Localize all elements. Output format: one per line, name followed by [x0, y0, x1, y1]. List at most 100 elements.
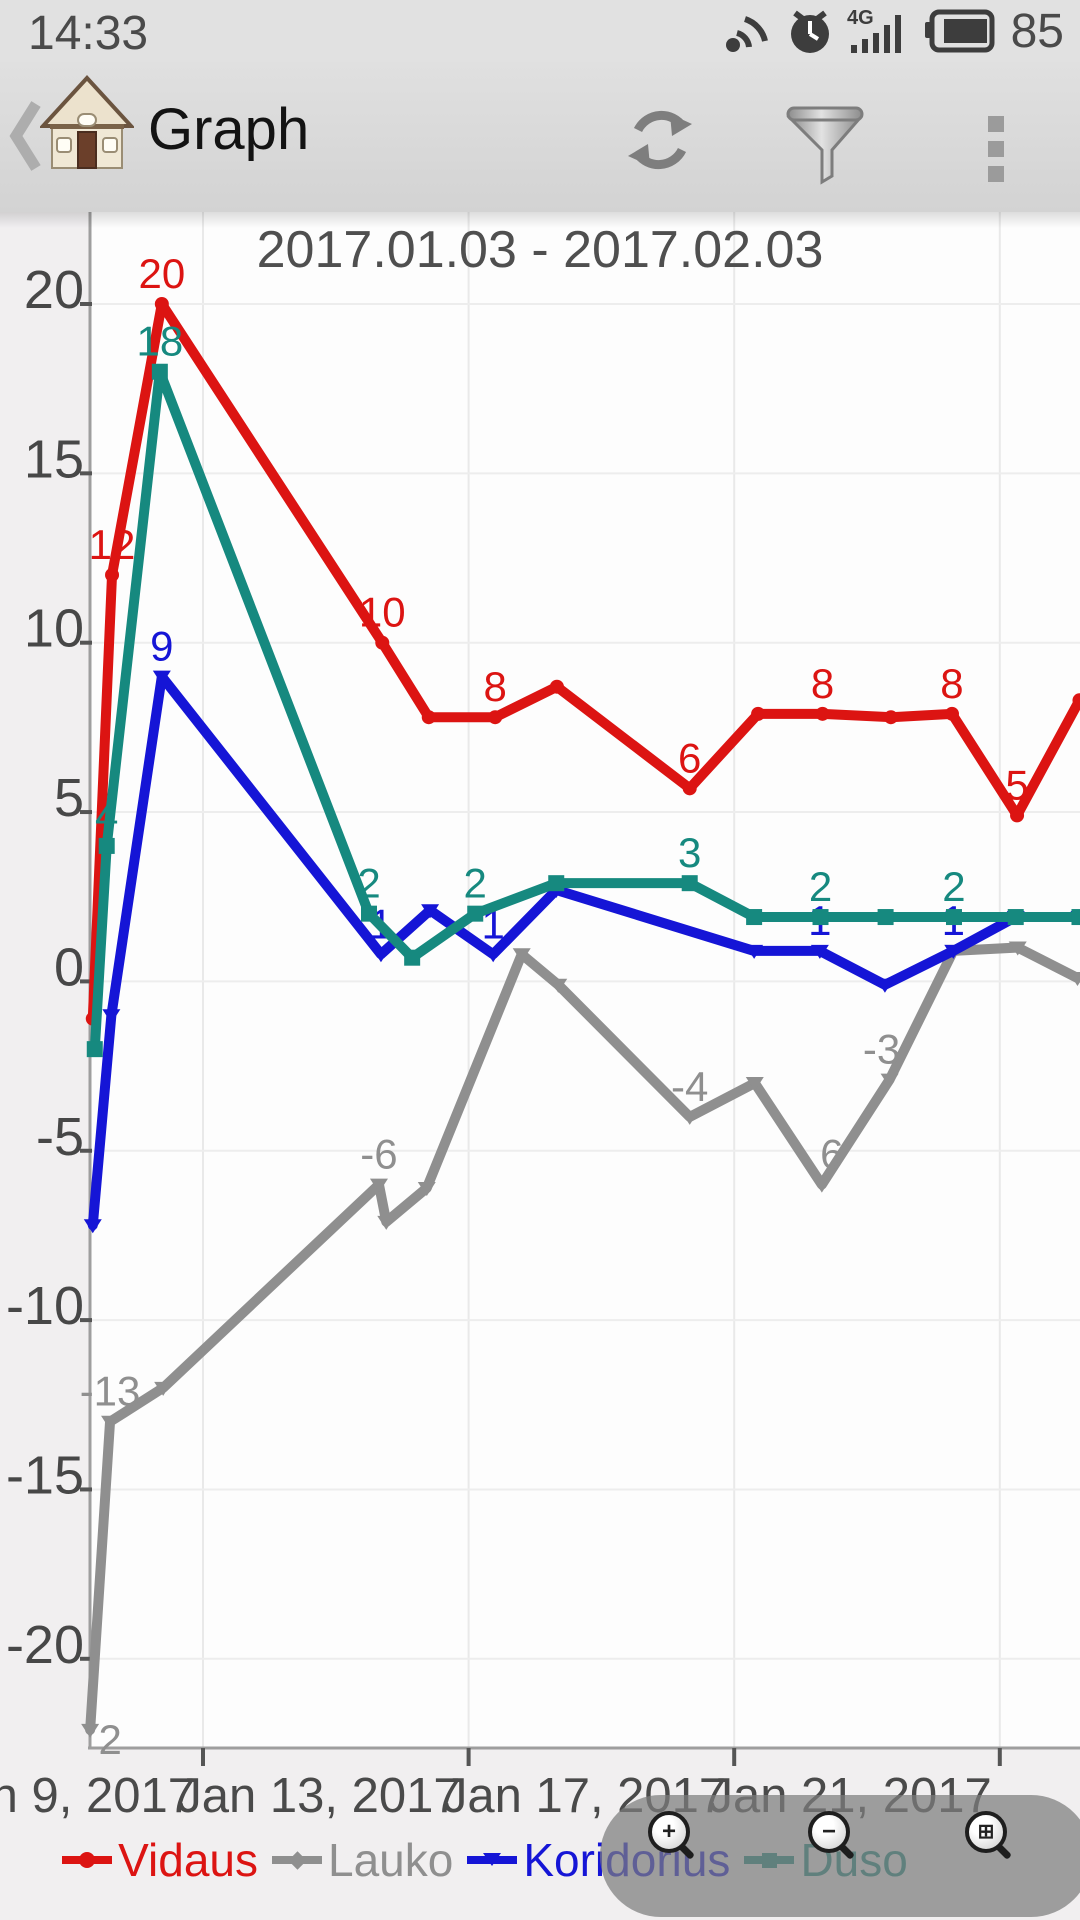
data-point — [745, 944, 764, 959]
zoom-fit-button[interactable]: ⊞ — [965, 1811, 1012, 1860]
data-point — [154, 1381, 173, 1396]
legend-marker-koridorius — [467, 1851, 518, 1869]
data-point — [105, 567, 120, 582]
data-point — [680, 1110, 699, 1125]
data-point-label: 2 — [942, 863, 965, 910]
data-point — [549, 978, 568, 993]
data-point — [944, 944, 963, 959]
y-axis-label: 10 — [24, 599, 84, 659]
x-axis-label: Jan 13, 2017 — [177, 1769, 460, 1823]
data-point — [1007, 909, 1024, 926]
data-point — [944, 706, 959, 721]
data-point-label: -6 — [360, 1131, 397, 1178]
data-point — [154, 297, 169, 311]
data-point — [512, 948, 531, 963]
data-point-label: 3 — [678, 829, 701, 876]
zoom-in-button[interactable]: + — [648, 1811, 695, 1860]
gridlines — [90, 212, 1080, 1748]
data-point — [751, 706, 766, 721]
data-point — [421, 904, 440, 919]
data-point — [877, 909, 894, 926]
app-bar: Graph — [0, 62, 1080, 212]
network-type: 4G — [847, 7, 874, 29]
data-point — [682, 781, 697, 796]
data-point — [1008, 941, 1027, 956]
data-point — [86, 1041, 103, 1058]
data-point — [83, 1219, 102, 1234]
x-axis-label: Jan 9, 2017 — [0, 1769, 195, 1823]
series-lauko: 2 -13 -6 -4 6 -3 — [80, 941, 1080, 1763]
data-point-label: 4 — [95, 792, 118, 839]
data-point — [102, 1009, 121, 1024]
chart-title: 2017.01.03 - 2017.02.03 — [257, 221, 824, 279]
data-point-label: 8 — [811, 660, 834, 707]
data-point-label: 2 — [98, 1716, 121, 1763]
series-duso: 4 18 2 2 3 2 2 — [86, 318, 1080, 1058]
data-point — [371, 948, 390, 963]
data-point — [101, 1415, 120, 1430]
series-line-duso — [89, 366, 1080, 1055]
data-point — [369, 1178, 388, 1193]
data-point — [875, 978, 894, 993]
legend-item-lauko: Lauko — [272, 1833, 453, 1887]
data-point-label: 2 — [809, 863, 832, 910]
app-bar-shadow — [0, 212, 1080, 228]
home-icon — [40, 75, 134, 169]
signal-4g-icon: 4G — [847, 7, 901, 53]
data-point — [152, 670, 171, 685]
data-point-label: 6 — [820, 1131, 843, 1178]
back-button[interactable] — [8, 98, 44, 174]
data-point-label: 8 — [483, 663, 506, 710]
data-point — [945, 909, 962, 926]
data-point — [377, 1215, 396, 1230]
data-point — [1072, 693, 1080, 708]
filter-button[interactable] — [782, 104, 868, 186]
data-point-label: 6 — [678, 734, 701, 781]
data-point — [812, 1178, 831, 1193]
data-point — [488, 710, 503, 725]
chart-plot-area[interactable] — [90, 212, 1080, 1748]
data-point — [812, 909, 829, 926]
y-axis-label: -20 — [6, 1615, 84, 1675]
refresh-button[interactable] — [622, 102, 698, 178]
data-point-label: 2 — [357, 860, 380, 907]
data-point — [745, 1077, 764, 1092]
series-line-vidaus — [87, 299, 1080, 1024]
data-point — [81, 1723, 100, 1738]
data-point-label: -3 — [863, 1026, 900, 1073]
y-axis-label: -10 — [6, 1276, 84, 1336]
data-point-label: 10 — [359, 589, 406, 636]
data-point — [361, 905, 377, 922]
data-point — [417, 1182, 436, 1197]
data-point — [151, 363, 168, 380]
data-point — [810, 944, 829, 959]
alarm-icon — [790, 10, 829, 53]
data-point — [1010, 808, 1025, 823]
data-point — [421, 710, 436, 725]
data-point — [746, 909, 763, 926]
data-point — [484, 948, 503, 963]
data-point-label: -4 — [671, 1063, 708, 1110]
data-point — [815, 706, 830, 721]
y-axis-label: -5 — [36, 1107, 84, 1167]
battery-percent: 85 — [1010, 4, 1064, 58]
call-signal-icon — [725, 16, 768, 52]
y-axis-label: 5 — [54, 768, 84, 828]
zoom-out-button[interactable]: − — [808, 1811, 855, 1860]
legend-marker-vidaus — [62, 1851, 113, 1869]
data-point — [681, 875, 698, 892]
battery-icon — [924, 9, 995, 53]
status-bar: 14:33 4G — [0, 0, 1080, 62]
overflow-menu-button[interactable] — [988, 116, 1004, 191]
data-point — [1071, 909, 1080, 926]
y-axis-label: -15 — [6, 1445, 84, 1505]
data-point-label: 18 — [136, 318, 183, 365]
data-point — [1068, 972, 1080, 987]
legend-marker-lauko — [272, 1851, 322, 1870]
data-point — [375, 635, 390, 650]
clock-time: 14:33 — [28, 7, 149, 60]
data-point-label: 9 — [150, 623, 173, 670]
data-point — [98, 837, 115, 854]
